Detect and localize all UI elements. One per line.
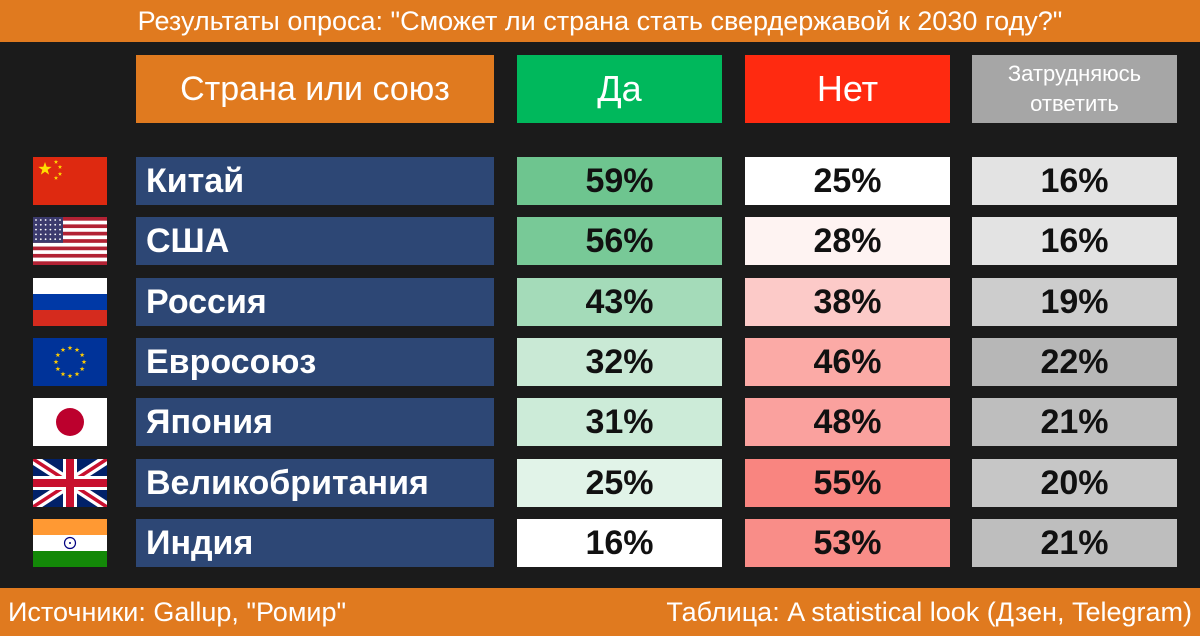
column-header-country: Страна или союз <box>136 55 494 123</box>
no-value-cell: 46% <box>745 338 950 386</box>
unsure-value-cell: 22% <box>972 338 1177 386</box>
unsure-value-cell: 16% <box>972 217 1177 265</box>
yes-value-cell: 25% <box>517 459 722 507</box>
column-header-yes: Да <box>517 55 722 123</box>
no-value-cell: 25% <box>745 157 950 205</box>
unsure-value-cell: 16% <box>972 157 1177 205</box>
column-header-no: Нет <box>745 55 950 123</box>
unsure-value-cell: 19% <box>972 278 1177 326</box>
country-cell: Япония <box>136 398 494 446</box>
yes-value-cell: 43% <box>517 278 722 326</box>
column-header-unsure: Затрудняюсь ответить <box>972 55 1177 123</box>
page-title: Результаты опроса: "Сможет ли страна ста… <box>0 0 1200 42</box>
yes-value-cell: 32% <box>517 338 722 386</box>
no-value-cell: 38% <box>745 278 950 326</box>
no-value-cell: 48% <box>745 398 950 446</box>
country-cell: Евросоюз <box>136 338 494 386</box>
unsure-value-cell: 21% <box>972 519 1177 567</box>
country-cell: Китай <box>136 157 494 205</box>
country-cell: Великобритания <box>136 459 494 507</box>
japan-flag-icon <box>33 398 107 446</box>
sources-text: Источники: Gallup, "Ромир" <box>8 597 347 627</box>
country-cell: США <box>136 217 494 265</box>
unsure-value-cell: 20% <box>972 459 1177 507</box>
no-value-cell: 28% <box>745 217 950 265</box>
eu-flag-icon <box>33 338 107 386</box>
russia-flag-icon <box>33 278 107 326</box>
credit-text: Таблица: A statistical look (Дзен, Teleg… <box>666 597 1192 627</box>
no-value-cell: 53% <box>745 519 950 567</box>
yes-value-cell: 16% <box>517 519 722 567</box>
china-flag-icon <box>33 157 107 205</box>
country-cell: Индия <box>136 519 494 567</box>
unsure-value-cell: 21% <box>972 398 1177 446</box>
footer: Источники: Gallup, "Ромир" Таблица: A st… <box>0 588 1200 636</box>
usa-flag-icon <box>33 217 107 265</box>
no-value-cell: 55% <box>745 459 950 507</box>
country-cell: Россия <box>136 278 494 326</box>
uk-flag-icon <box>33 459 107 507</box>
india-flag-icon <box>33 519 107 567</box>
yes-value-cell: 31% <box>517 398 722 446</box>
yes-value-cell: 56% <box>517 217 722 265</box>
yes-value-cell: 59% <box>517 157 722 205</box>
